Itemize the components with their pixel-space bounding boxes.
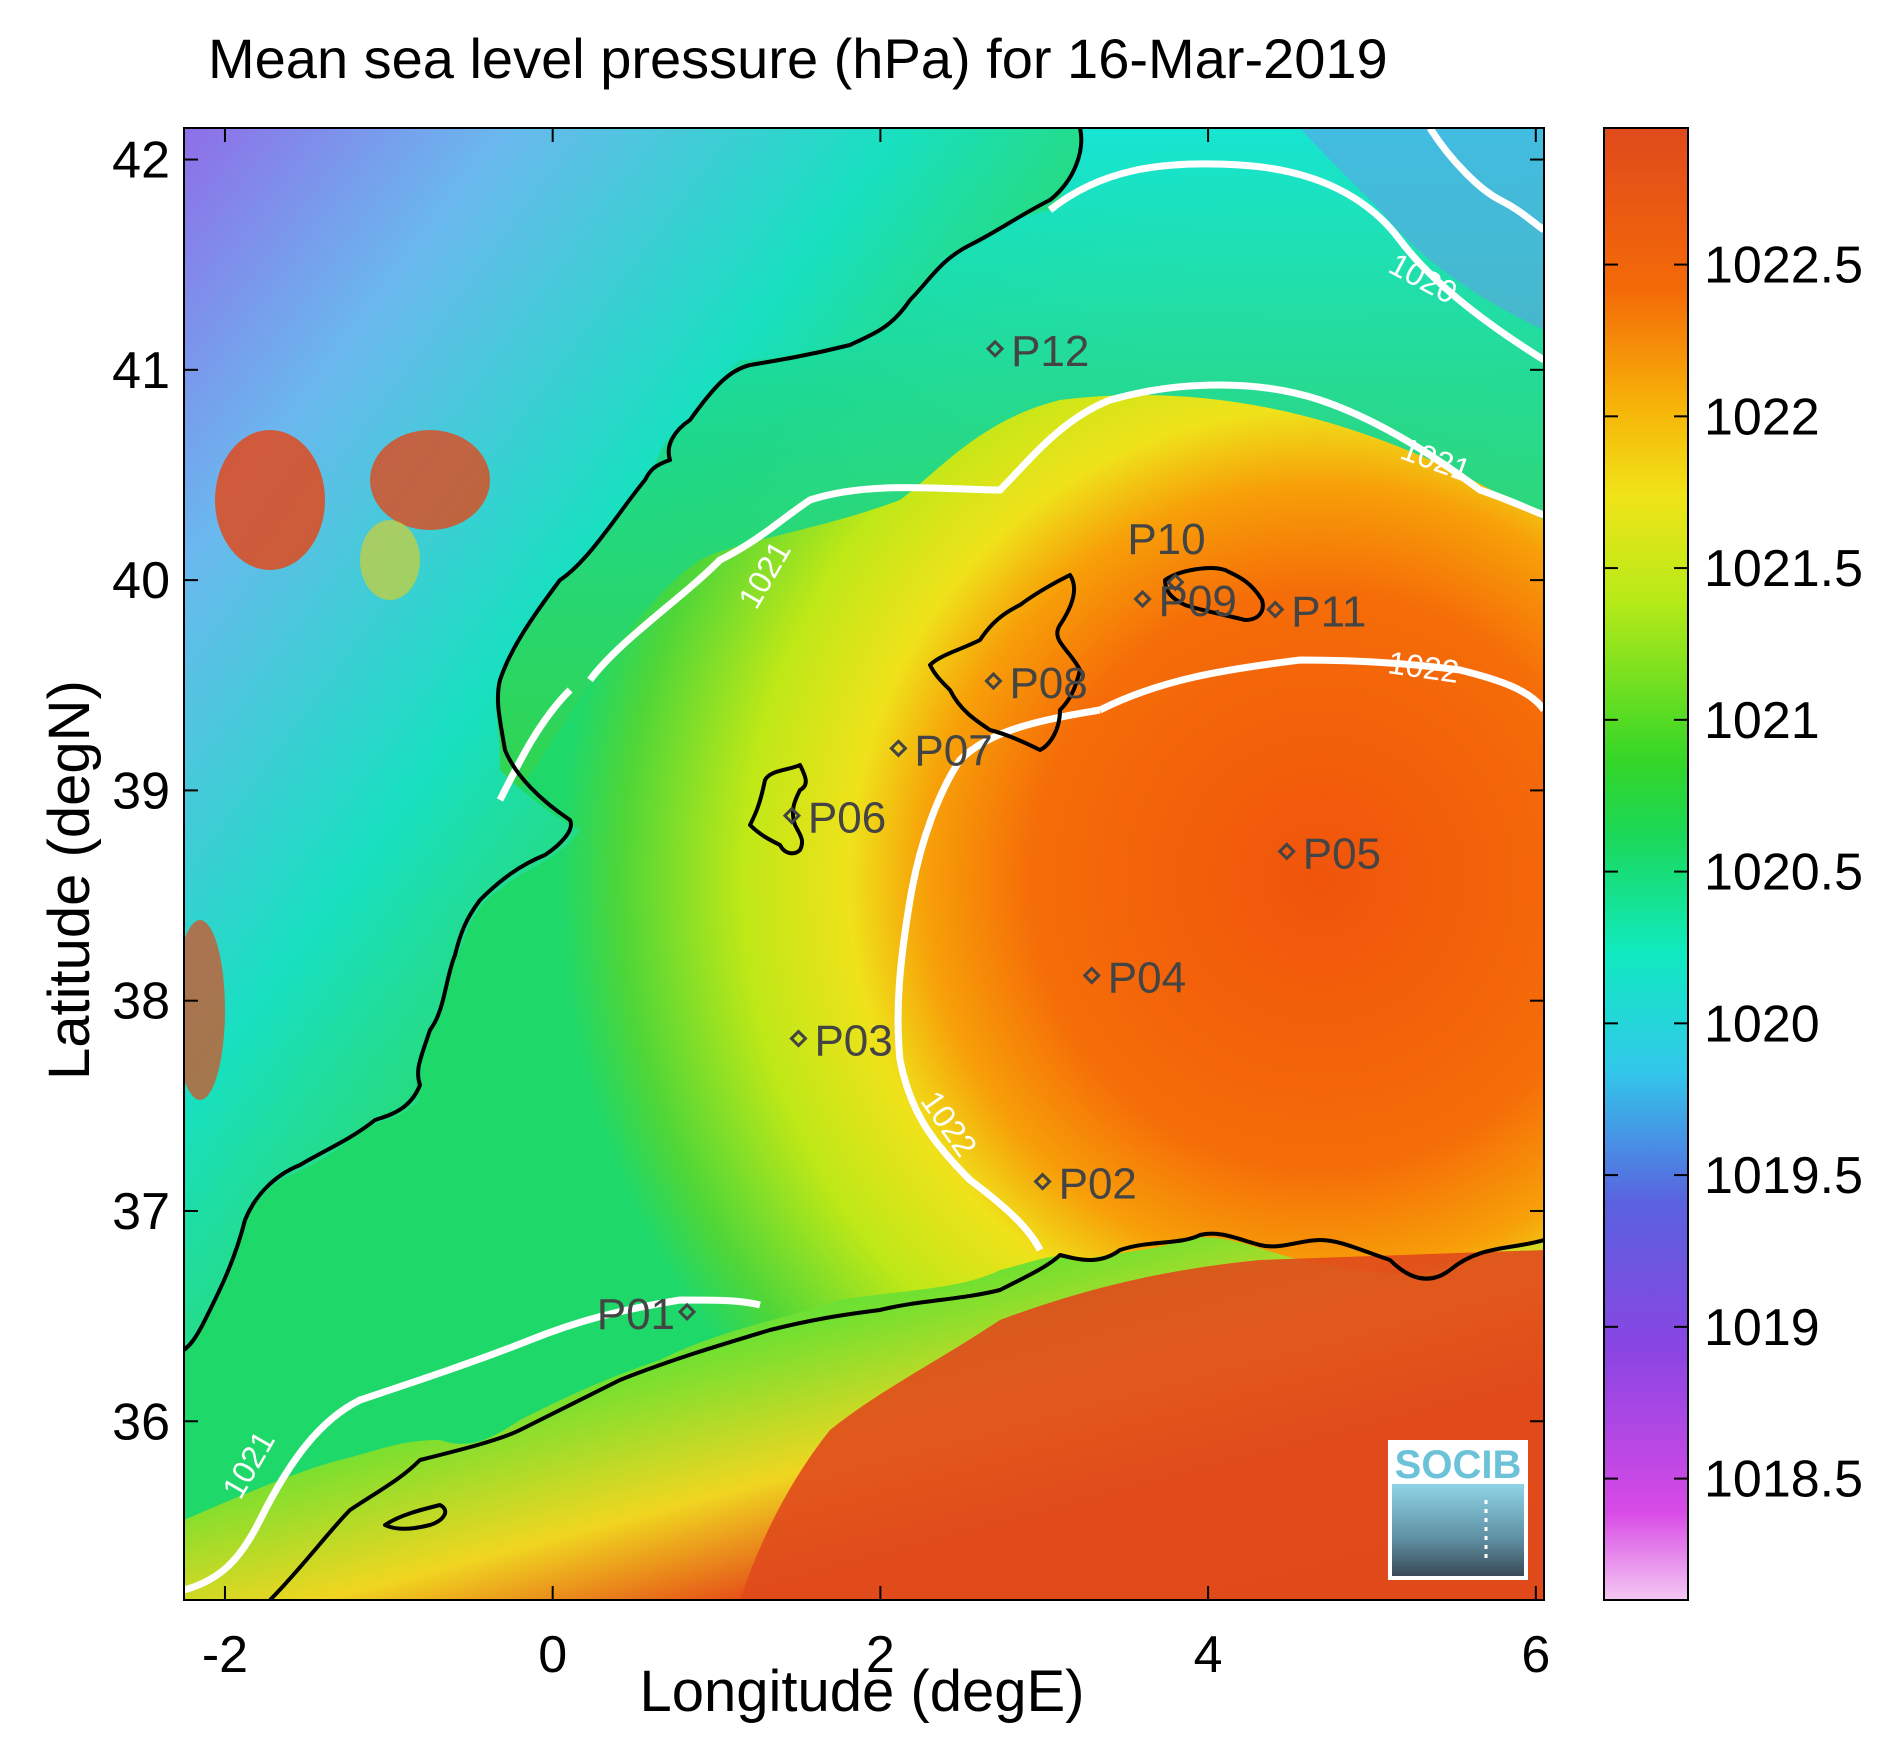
station-marker-icon (1277, 842, 1296, 861)
plot-frame (183, 127, 1545, 1601)
station-label: P05 (1303, 829, 1381, 878)
mallorca-coastline (928, 573, 1082, 752)
station-p11[interactable]: P11 (1266, 588, 1366, 637)
y-tick-label: 40 (112, 552, 170, 610)
socib-logo: SOCIB (1388, 1440, 1528, 1580)
station-label: P12 (1011, 327, 1089, 376)
colorbar-tick-label: 1018.5 (1704, 1451, 1863, 1509)
x-tick-label: 2 (866, 1626, 895, 1684)
station-marker-icon (782, 806, 802, 825)
station-marker-icon (1033, 1172, 1052, 1191)
colorbar-tick-label: 1019.5 (1704, 1147, 1863, 1205)
station-marker-icon (1166, 573, 1185, 592)
station-marker-icon (677, 1302, 697, 1322)
menorca-coastline (1163, 566, 1265, 622)
station-marker-icon (1266, 600, 1285, 619)
station-p08[interactable]: P08 (984, 659, 1088, 708)
station-label: P11 (1291, 588, 1366, 637)
station-label: P04 (1108, 953, 1186, 1002)
station-label: P07 (914, 726, 992, 775)
y-tick-label: 41 (112, 342, 170, 400)
colorbar-tick-label: 1019 (1704, 1299, 1820, 1357)
station-marker-icon (1133, 589, 1152, 609)
station-p07[interactable]: P07 (889, 726, 993, 775)
station-label: P10 (1127, 515, 1205, 564)
y-tick-label: 36 (112, 1393, 170, 1451)
isobar-1021-south (184, 1296, 761, 1594)
colorbar-tick-label: 1020 (1704, 995, 1820, 1053)
y-tick-label: 39 (112, 762, 170, 820)
colorbar-ticks: 1018.5 1019 1019.5 1020 1020.5 1021 1021.5 1022… (1604, 237, 1863, 1509)
colorbar-tick-label: 1021.5 (1704, 540, 1863, 598)
pressure-field (184, 128, 1544, 1600)
station-marker-icon (985, 339, 1005, 358)
station-p04[interactable]: P04 (1082, 953, 1186, 1002)
isobar-1021-mid (496, 687, 573, 802)
map-title: Mean sea level pressure (hPa) for 16-Mar… (208, 27, 1388, 90)
station-label: P03 (814, 1017, 892, 1066)
y-axis-label: Latitude (degN) (37, 680, 102, 1080)
station-marker-icon (984, 671, 1003, 691)
isobar-1022-east (1098, 656, 1544, 714)
station-p02[interactable]: P02 (1033, 1160, 1137, 1209)
isobar-1021-north (587, 381, 1544, 683)
colorbar-tick-label: 1021 (1704, 692, 1820, 750)
y-tick-label: 38 (112, 973, 170, 1031)
small-island-coastline (383, 1503, 448, 1531)
ne-low-field (1300, 128, 1544, 330)
station-p10[interactable]: P10 (1127, 515, 1206, 592)
x-axis-label: Longitude (degE) (639, 1659, 1085, 1724)
logo-wordmark: SOCIB (1395, 1443, 1522, 1487)
station-p12[interactable]: P12 (985, 327, 1089, 376)
isobar-1020 (1047, 160, 1544, 363)
station-p01[interactable]: P01 (597, 1290, 697, 1339)
station-label: P02 (1059, 1160, 1137, 1209)
station-p05[interactable]: P05 (1277, 829, 1381, 878)
x-tick-label: 4 (1194, 1626, 1223, 1684)
coastlines (184, 128, 1544, 1600)
colorbar-tick-label: 1022 (1704, 388, 1820, 446)
isobar-1022-loop (894, 706, 1101, 1252)
station-marker-icon (789, 1029, 808, 1048)
x-tick-label: 0 (538, 1626, 567, 1684)
y-tick-label: 37 (112, 1183, 170, 1241)
africa-coastline (268, 1231, 1544, 1600)
x-tick-label: 6 (1521, 1626, 1550, 1684)
station-label: P08 (1009, 659, 1087, 708)
ibiza-coastline (748, 763, 808, 856)
isobar-lines (184, 128, 1544, 1594)
iberia-coastline (184, 128, 1084, 1352)
isobar-1020-ne (1427, 128, 1544, 233)
colorbar-tick-label: 1020.5 (1704, 844, 1863, 902)
station-marker-icon (889, 739, 908, 758)
station-p03[interactable]: P03 (789, 1017, 893, 1066)
station-p06[interactable]: P06 (782, 794, 886, 843)
axes: -2 0 2 4 6 36 37 38 39 40 41 42 (112, 128, 1550, 1684)
x-tick-label: -2 (202, 1626, 248, 1684)
station-label: P06 (808, 794, 886, 843)
y-tick-label: 42 (112, 132, 170, 190)
station-marker-icon (1082, 966, 1101, 985)
colorbar (1603, 127, 1689, 1601)
station-label: P01 (597, 1290, 675, 1339)
colorbar-tick-label: 1022.5 (1704, 237, 1863, 295)
